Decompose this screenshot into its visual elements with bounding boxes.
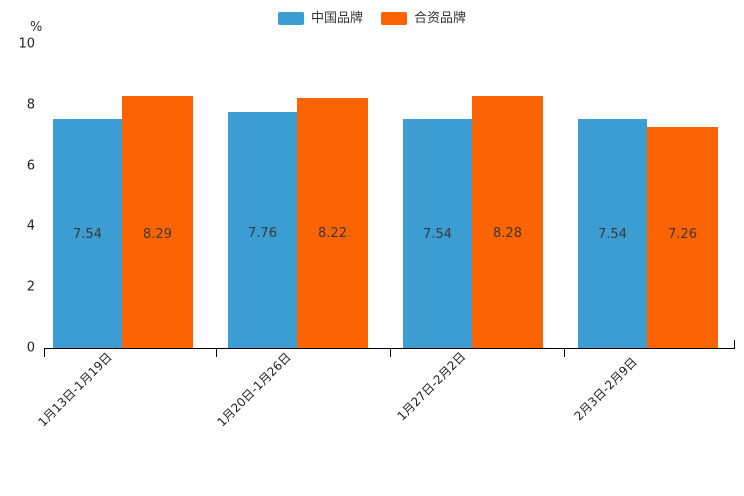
plot-area: 0 2 4 6 8 10 7.54 8.29 7.76 8.22 7 xyxy=(18,37,735,356)
y-axis-tick-8: 8 xyxy=(26,97,35,113)
x-axis-tick-1 xyxy=(216,348,217,357)
bar-value-joint-venture-brand-2: 8.22 xyxy=(318,226,347,242)
bar-joint-venture-brand-3[interactable]: 8.28 xyxy=(472,96,543,348)
bar-china-brand-1[interactable]: 7.54 xyxy=(53,118,122,348)
bar-joint-venture-brand-1[interactable]: 8.29 xyxy=(122,96,193,348)
bar-group-2: 7.76 8.22 xyxy=(228,44,377,348)
bar-china-brand-3[interactable]: 7.54 xyxy=(403,118,472,348)
x-axis-tick-3 xyxy=(564,348,565,357)
bar-value-joint-venture-brand-4: 7.26 xyxy=(668,227,697,243)
y-axis-tick-10: 10 xyxy=(18,36,35,52)
y-axis-tick-0: 0 xyxy=(26,340,35,356)
bar-value-china-brand-4: 7.54 xyxy=(598,226,627,242)
legend-label-china-brand: 中国品牌 xyxy=(310,11,363,26)
bar-value-china-brand-3: 7.54 xyxy=(423,226,452,242)
bar-group-4: 7.54 7.26 xyxy=(578,44,727,348)
chart-legend: 中国品牌 合资品牌 xyxy=(0,12,744,25)
x-axis-label-4: 2月3日-2月9日 xyxy=(571,354,640,424)
x-axis-tick-2 xyxy=(390,348,391,357)
bar-joint-venture-brand-2[interactable]: 8.22 xyxy=(297,98,368,348)
bar-joint-venture-brand-4[interactable]: 7.26 xyxy=(647,127,718,348)
legend-item-joint-venture-brand[interactable]: 合资品牌 xyxy=(381,12,466,25)
x-axis-label-2: 1月20日-1月26日 xyxy=(214,350,294,430)
x-axis-label-3: 1月27日-2月2日 xyxy=(394,349,469,424)
bar-value-china-brand-2: 7.76 xyxy=(248,226,277,242)
bar-value-china-brand-1: 7.54 xyxy=(73,226,102,242)
bar-china-brand-2[interactable]: 7.76 xyxy=(228,112,297,348)
x-axis-tick-start xyxy=(44,348,45,357)
bar-china-brand-4[interactable]: 7.54 xyxy=(578,118,647,348)
x-axis-label-1: 1月13日-1月19日 xyxy=(35,350,115,430)
x-axis-tick-end xyxy=(734,340,735,349)
y-axis-unit-label: % xyxy=(30,20,43,35)
legend-swatch-icon-china-brand xyxy=(277,12,304,25)
legend-swatch-icon-joint-venture-brand xyxy=(381,12,407,25)
y-axis-tick-6: 6 xyxy=(26,158,35,174)
bar-value-joint-venture-brand-3: 8.28 xyxy=(493,226,522,242)
legend-item-china-brand[interactable]: 中国品牌 xyxy=(277,11,363,26)
bar-group-3: 7.54 8.28 xyxy=(403,44,552,348)
y-axis-tick-2: 2 xyxy=(26,279,35,295)
x-axis-line xyxy=(44,348,735,349)
bar-group-1: 7.54 8.29 xyxy=(53,44,202,348)
bar-value-joint-venture-brand-1: 8.29 xyxy=(143,227,172,242)
y-axis-tick-4: 4 xyxy=(26,218,35,234)
legend-label-joint-venture-brand: 合资品牌 xyxy=(414,11,467,26)
